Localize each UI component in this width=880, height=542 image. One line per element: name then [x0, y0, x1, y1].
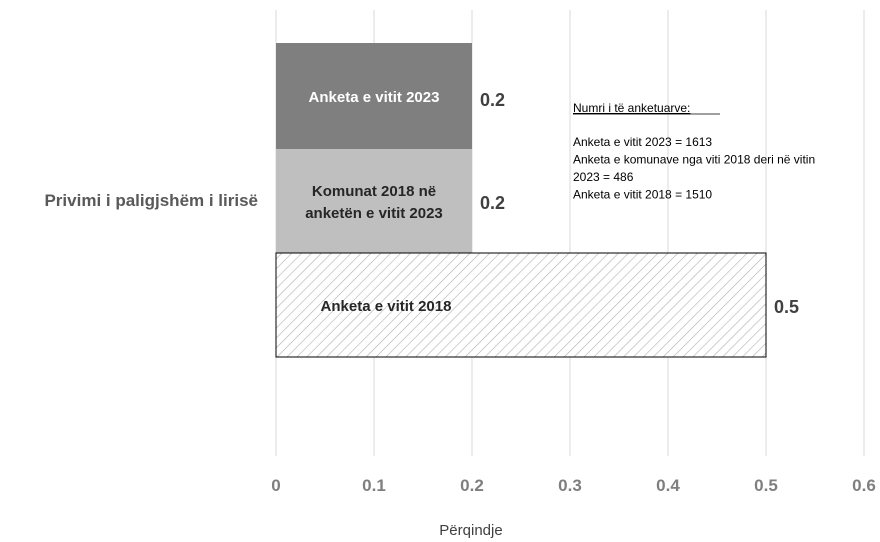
note-title: Numri i të anketuarve:: [573, 101, 690, 115]
bar-label: anketën e vitit 2023: [305, 205, 443, 222]
x-tick-label: 0.1: [362, 476, 386, 495]
data-label: 0.5: [774, 297, 799, 317]
x-tick-label: 0: [271, 476, 280, 495]
note-line: 2023 = 486: [573, 170, 634, 184]
x-tick-label: 0.4: [656, 476, 680, 495]
x-tick-label: 0.5: [754, 476, 778, 495]
respondents-note: Numri i të anketuarve: Anketa e vitit 202…: [573, 101, 815, 202]
data-label: 0.2: [480, 193, 505, 213]
bar-label: Anketa e vitit 2023: [309, 89, 440, 106]
bar: [276, 149, 472, 253]
category-label: Privimi i paligjshëm i lirisë: [44, 191, 258, 210]
x-axis-title: Përqindje: [439, 522, 502, 539]
bar-label: Anketa e vitit 2018: [321, 298, 452, 315]
note-line: Anketa e komunave nga viti 2018 deri në …: [573, 153, 815, 167]
bar: [275, 252, 767, 358]
x-tick-label: 0.3: [558, 476, 582, 495]
bars: Anketa e vitit 2023 0.2 Komunat 2018 në ank…: [275, 43, 799, 358]
note-line: Anketa e vitit 2018 = 1510: [573, 188, 712, 202]
x-tick-labels: 0 0.1 0.2 0.3 0.4 0.5 0.6: [271, 476, 876, 495]
bar-label: Komunat 2018 në: [312, 183, 436, 200]
x-tick-label: 0.6: [852, 476, 876, 495]
note-line: Anketa e vitit 2023 = 1613: [573, 135, 712, 149]
data-label: 0.2: [480, 90, 505, 110]
x-tick-label: 0.2: [460, 476, 484, 495]
bar: [276, 43, 472, 149]
